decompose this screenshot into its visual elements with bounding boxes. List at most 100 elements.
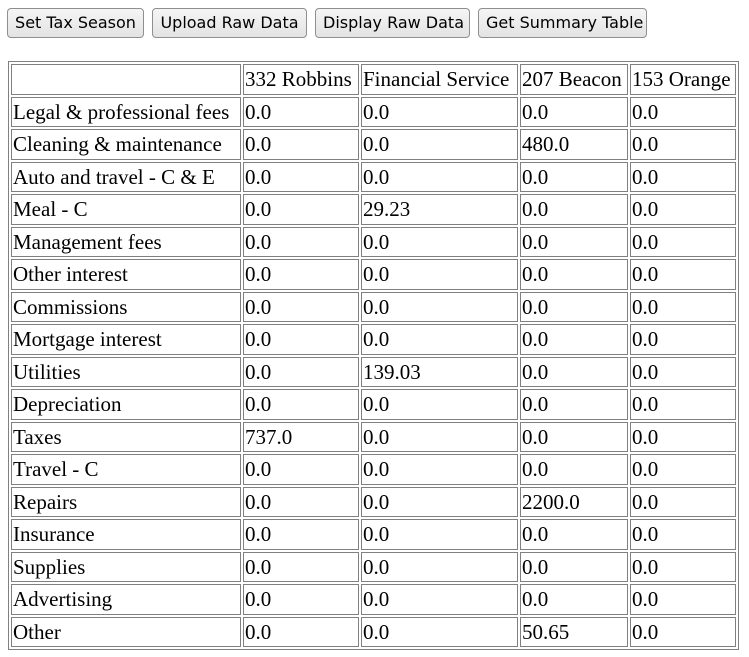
- table-row: Supplies 0.0 0.0 0.0 0.0: [11, 551, 736, 582]
- row-label: Meal - C: [11, 194, 241, 225]
- table-cell: 0.0: [361, 454, 518, 485]
- table-row: Auto and travel - C & E 0.0 0.0 0.0 0.0: [11, 161, 736, 192]
- table-cell: 0.0: [520, 324, 628, 355]
- table-cell: 0.0: [520, 96, 628, 127]
- row-label: Commissions: [11, 291, 241, 322]
- row-label: Mortgage interest: [11, 324, 241, 355]
- table-cell: 0.0: [630, 616, 736, 647]
- row-label: Insurance: [11, 519, 241, 550]
- table-cell: 0.0: [630, 96, 736, 127]
- table-cell: 0.0: [520, 389, 628, 420]
- table-row: Commissions 0.0 0.0 0.0 0.0: [11, 291, 736, 322]
- table-cell: 0.0: [361, 96, 518, 127]
- table-cell: 0.0: [243, 161, 359, 192]
- table-row: Insurance 0.0 0.0 0.0 0.0: [11, 519, 736, 550]
- get-summary-table-button[interactable]: Get Summary Table: [478, 8, 647, 38]
- table-cell: 0.0: [361, 584, 518, 615]
- table-cell: 0.0: [243, 454, 359, 485]
- table-cell: 0.0: [243, 291, 359, 322]
- row-label: Auto and travel - C & E: [11, 161, 241, 192]
- row-label: Legal & professional fees: [11, 96, 241, 127]
- table-cell: 737.0: [243, 421, 359, 452]
- table-cell: 0.0: [630, 129, 736, 160]
- column-header: 332 Robbins: [243, 64, 359, 95]
- table-row: Mortgage interest 0.0 0.0 0.0 0.0: [11, 324, 736, 355]
- table-cell: 0.0: [630, 259, 736, 290]
- table-cell: 0.0: [361, 519, 518, 550]
- table-row: Depreciation 0.0 0.0 0.0 0.0: [11, 389, 736, 420]
- table-cell: 0.0: [630, 324, 736, 355]
- table-cell: 0.0: [630, 519, 736, 550]
- table-cell: 0.0: [520, 356, 628, 387]
- table-cell: 0.0: [630, 194, 736, 225]
- table-cell: 0.0: [520, 519, 628, 550]
- table-row: Utilities 0.0 139.03 0.0 0.0: [11, 356, 736, 387]
- table-cell: 0.0: [361, 259, 518, 290]
- row-label: Other interest: [11, 259, 241, 290]
- table-cell: 0.0: [520, 226, 628, 257]
- table-cell: 0.0: [630, 161, 736, 192]
- table-cell: 0.0: [243, 226, 359, 257]
- table-cell: 50.65: [520, 616, 628, 647]
- table-cell: 0.0: [630, 226, 736, 257]
- table-row: Other 0.0 0.0 50.65 0.0: [11, 616, 736, 647]
- table-row: Cleaning & maintenance 0.0 0.0 480.0 0.0: [11, 129, 736, 160]
- set-tax-season-button[interactable]: Set Tax Season: [7, 8, 144, 38]
- table-cell: 0.0: [243, 584, 359, 615]
- table-cell: 0.0: [243, 259, 359, 290]
- table-corner-cell: [11, 64, 241, 95]
- table-cell: 0.0: [361, 486, 518, 517]
- table-cell: 0.0: [630, 291, 736, 322]
- table-cell: 0.0: [243, 519, 359, 550]
- table-cell: 0.0: [243, 356, 359, 387]
- table-cell: 0.0: [361, 161, 518, 192]
- table-cell: 0.0: [630, 454, 736, 485]
- table-cell: 0.0: [520, 551, 628, 582]
- table-header-row: 332 Robbins Financial Service 207 Beacon 15…: [11, 64, 736, 95]
- row-label: Supplies: [11, 551, 241, 582]
- table-cell: 0.0: [243, 551, 359, 582]
- table-cell: 29.23: [361, 194, 518, 225]
- table-cell: 0.0: [243, 129, 359, 160]
- table-cell: 0.0: [630, 551, 736, 582]
- column-header: Financial Service: [361, 64, 518, 95]
- table-cell: 0.0: [361, 551, 518, 582]
- toolbar: Set Tax Season Upload Raw Data Display R…: [7, 8, 647, 38]
- table-cell: 0.0: [520, 421, 628, 452]
- table-row: Travel - C 0.0 0.0 0.0 0.0: [11, 454, 736, 485]
- row-label: Travel - C: [11, 454, 241, 485]
- row-label: Depreciation: [11, 389, 241, 420]
- table-cell: 0.0: [243, 389, 359, 420]
- table-row: Management fees 0.0 0.0 0.0 0.0: [11, 226, 736, 257]
- row-label: Utilities: [11, 356, 241, 387]
- table-row: Repairs 0.0 0.0 2200.0 0.0: [11, 486, 736, 517]
- table-cell: 0.0: [630, 356, 736, 387]
- summary-table: 332 Robbins Financial Service 207 Beacon 15…: [8, 61, 739, 650]
- table-cell: 0.0: [630, 584, 736, 615]
- row-label: Cleaning & maintenance: [11, 129, 241, 160]
- summary-table-body: 332 Robbins Financial Service 207 Beacon 15…: [11, 64, 736, 647]
- display-raw-data-button[interactable]: Display Raw Data: [315, 8, 470, 38]
- table-cell: 0.0: [520, 194, 628, 225]
- table-cell: 139.03: [361, 356, 518, 387]
- table-row: Legal & professional fees 0.0 0.0 0.0 0.0: [11, 96, 736, 127]
- table-cell: 480.0: [520, 129, 628, 160]
- table-cell: 0.0: [361, 421, 518, 452]
- table-cell: 0.0: [630, 421, 736, 452]
- table-cell: 0.0: [243, 616, 359, 647]
- table-cell: 0.0: [243, 486, 359, 517]
- table-cell: 0.0: [520, 584, 628, 615]
- row-label: Repairs: [11, 486, 241, 517]
- table-cell: 0.0: [630, 389, 736, 420]
- table-cell: 0.0: [520, 161, 628, 192]
- table-cell: 0.0: [361, 389, 518, 420]
- upload-raw-data-button[interactable]: Upload Raw Data: [152, 8, 307, 38]
- column-header: 153 Orange: [630, 64, 736, 95]
- table-cell: 0.0: [361, 324, 518, 355]
- table-cell: 0.0: [243, 324, 359, 355]
- table-row: Advertising 0.0 0.0 0.0 0.0: [11, 584, 736, 615]
- table-row: Other interest 0.0 0.0 0.0 0.0: [11, 259, 736, 290]
- row-label: Management fees: [11, 226, 241, 257]
- table-cell: 0.0: [630, 486, 736, 517]
- table-cell: 2200.0: [520, 486, 628, 517]
